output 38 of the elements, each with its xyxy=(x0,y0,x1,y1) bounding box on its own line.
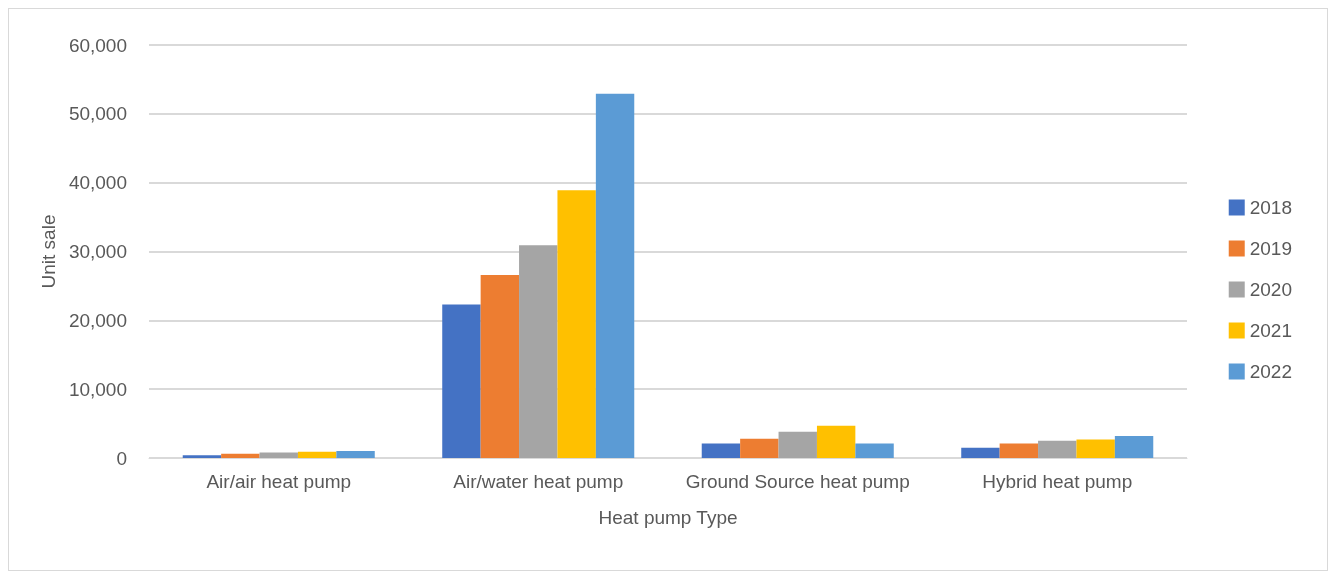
bar xyxy=(1038,440,1077,458)
y-tick-label: 40,000 xyxy=(68,172,127,194)
y-axis-title: Unit sale xyxy=(37,214,59,289)
y-tick-label: 50,000 xyxy=(68,103,127,125)
x-tick-label: Hybrid heat pump xyxy=(982,471,1133,492)
bar xyxy=(297,451,337,458)
bar xyxy=(259,452,298,458)
y-tick-label: 20,000 xyxy=(68,309,127,331)
bar xyxy=(519,245,558,458)
x-tick-label: Ground Source heat pump xyxy=(685,471,910,492)
bar xyxy=(442,304,481,458)
bar xyxy=(961,447,1000,458)
bar xyxy=(999,443,1039,458)
bar xyxy=(1076,439,1115,458)
bar xyxy=(740,438,779,458)
x-tick-label: Air/water heat pump xyxy=(453,471,624,492)
legend-label: 2021 xyxy=(1249,320,1293,341)
bar xyxy=(336,451,375,458)
legend-label: 2018 xyxy=(1249,197,1293,218)
bar xyxy=(480,274,520,458)
bar xyxy=(1114,435,1154,458)
bar xyxy=(595,93,635,458)
bar xyxy=(221,453,260,458)
legend-label: 2019 xyxy=(1249,238,1293,259)
x-tick-label: Air/air heat pump xyxy=(206,471,352,492)
y-tick-label: 0 xyxy=(116,447,127,469)
y-tick-label: 60,000 xyxy=(68,34,127,56)
bar xyxy=(816,425,856,458)
bar xyxy=(701,443,741,458)
y-tick-label: 10,000 xyxy=(68,378,127,400)
bar xyxy=(778,431,817,458)
bar xyxy=(855,443,894,458)
legend-label: 2022 xyxy=(1249,361,1293,382)
x-axis-title: Heat pump Type xyxy=(598,507,738,528)
legend-label: 2020 xyxy=(1249,279,1293,300)
bar xyxy=(182,455,222,458)
y-tick-label: 30,000 xyxy=(68,241,127,262)
bar xyxy=(557,190,596,458)
